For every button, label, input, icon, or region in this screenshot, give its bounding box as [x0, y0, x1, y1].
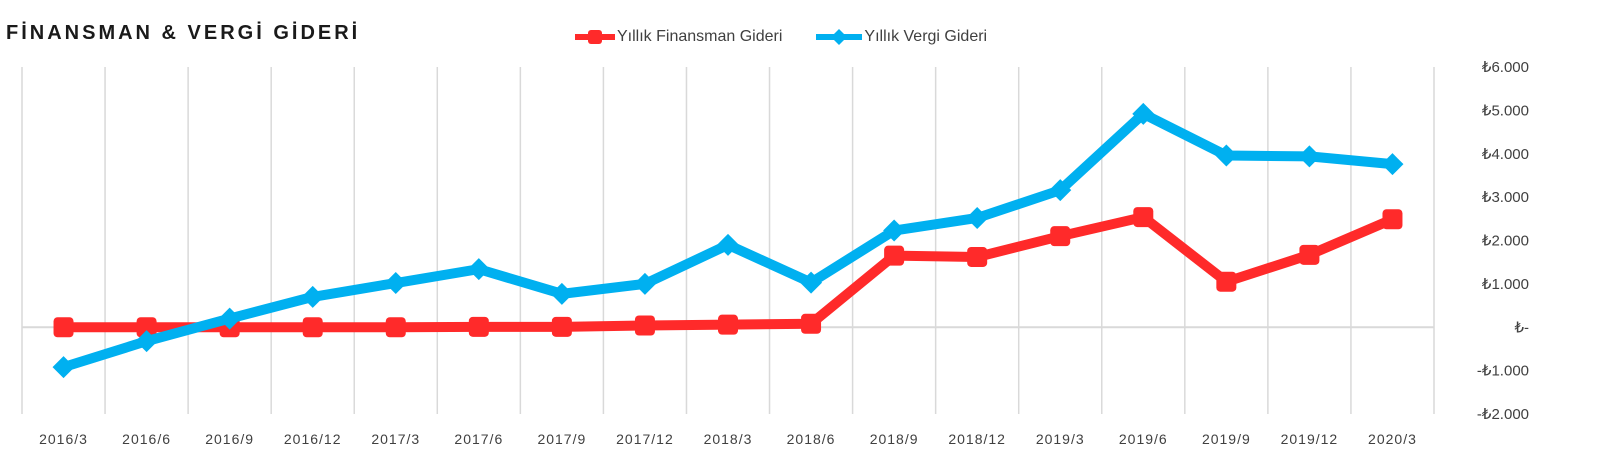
data-point-vergi [1132, 102, 1155, 125]
data-point-vergi [883, 219, 906, 242]
legend-label-finansman: Yıllık Finansman Gideri [617, 28, 783, 45]
data-point-finansman [967, 246, 988, 267]
data-point-vergi [52, 356, 75, 379]
data-point-vergi [1215, 144, 1238, 167]
data-point-vergi [1049, 179, 1072, 202]
data-point-finansman [1133, 207, 1154, 228]
data-point-finansman [53, 317, 74, 338]
legend-marker-vergi [816, 29, 863, 45]
data-point-vergi [633, 272, 656, 295]
data-point-finansman [884, 245, 905, 266]
data-point-finansman [385, 317, 406, 338]
x-tick-label: 2017/12 [616, 431, 674, 447]
data-point-vergi [301, 285, 324, 308]
y-tick-label: ₺2.000 [1482, 233, 1529, 250]
legend-item-finansman: Yıllık Finansman Gideri [575, 28, 782, 46]
data-point-finansman [1216, 271, 1237, 292]
y-tick-label: ₺6.000 [1482, 59, 1529, 76]
x-tick-label: 2017/6 [454, 431, 503, 447]
data-point-finansman [551, 316, 572, 337]
data-point-vergi [1381, 153, 1404, 176]
chart-title: FİNANSMAN & VERGİ GİDERİ [6, 22, 361, 44]
data-point-vergi [550, 282, 573, 305]
data-point-finansman [1050, 226, 1071, 247]
data-point-vergi [800, 271, 823, 294]
data-point-finansman [468, 316, 489, 337]
legend-marker-finansman [575, 30, 615, 44]
x-tick-label: 2019/6 [1119, 431, 1168, 447]
y-tick-label: ₺4.000 [1482, 146, 1529, 163]
data-point-finansman [136, 317, 157, 338]
data-point-vergi [218, 307, 241, 330]
data-point-finansman [1382, 209, 1403, 230]
data-point-vergi [717, 233, 739, 256]
x-tick-label: 2016/12 [284, 431, 342, 447]
data-point-vergi [1298, 145, 1321, 168]
y-tick-label: ₺5.000 [1482, 102, 1529, 119]
x-tick-label: 2016/6 [122, 431, 171, 447]
x-tick-label: 2020/3 [1368, 431, 1417, 447]
x-tick-label: 2019/9 [1202, 431, 1251, 447]
data-point-vergi [966, 206, 989, 229]
data-point-finansman [1299, 244, 1320, 265]
x-tick-label: 2018/3 [704, 431, 753, 447]
data-point-finansman [634, 315, 655, 336]
y-tick-label: ₺- [1514, 319, 1529, 336]
x-tick-label: 2016/3 [39, 431, 88, 447]
data-point-finansman [302, 317, 323, 338]
x-tick-label: 2017/9 [537, 431, 586, 447]
x-tick-label: 2017/3 [371, 431, 420, 447]
x-tick-label: 2018/9 [870, 431, 919, 447]
x-tick-label: 2018/12 [948, 431, 1006, 447]
x-tick-label: 2019/12 [1281, 431, 1339, 447]
legend-item-vergi: Yıllık Vergi Gideri [816, 28, 987, 46]
legend-label-vergi: Yıllık Vergi Gideri [864, 28, 988, 45]
x-tick-label: 2018/6 [787, 431, 836, 447]
data-point-vergi [467, 258, 490, 281]
y-tick-label: ₺3.000 [1482, 189, 1529, 206]
chart-legend: Yıllık Finansman Gideri Yıllık Vergi Gid… [575, 28, 1021, 46]
x-tick-label: 2019/3 [1036, 431, 1085, 447]
y-tick-label: -₺1.000 [1477, 363, 1529, 380]
data-point-vergi [135, 330, 158, 353]
data-point-finansman [801, 313, 822, 334]
y-tick-label: -₺2.000 [1477, 406, 1529, 423]
x-tick-label: 2016/9 [205, 431, 254, 447]
data-point-vergi [384, 272, 407, 295]
y-tick-label: ₺1.000 [1482, 276, 1529, 293]
data-point-finansman [718, 314, 738, 335]
